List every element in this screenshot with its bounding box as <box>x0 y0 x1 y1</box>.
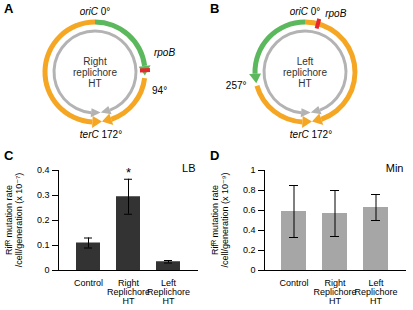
svg-text:0: 0 <box>44 265 49 275</box>
svg-text:0.1: 0.1 <box>37 240 50 250</box>
svg-text:257°: 257° <box>226 80 247 91</box>
svg-text:0.8: 0.8 <box>243 185 256 195</box>
svg-text:0.6: 0.6 <box>243 205 256 215</box>
svg-text:RightreplichoreHT: RightreplichoreHT <box>73 56 117 89</box>
svg-text:LB: LB <box>182 162 195 174</box>
svg-text:0.4: 0.4 <box>243 225 256 235</box>
svg-text:oriC 0°: oriC 0° <box>80 6 111 17</box>
svg-text:B: B <box>210 1 219 16</box>
html-text:Rifᴿ mutation rate /cell/gener: Rifᴿ mutation rate /cell/generation (x 1… <box>210 172 230 268</box>
svg-text:oriC 0°: oriC 0° <box>290 6 321 17</box>
svg-text:0.4: 0.4 <box>37 165 50 175</box>
svg-text:0: 0 <box>250 265 255 275</box>
svg-text:0.2: 0.2 <box>243 245 256 255</box>
svg-text:LeftReplichoreHT: LeftReplichoreHT <box>354 278 397 306</box>
svg-text:terC 172°: terC 172° <box>80 129 122 140</box>
svg-text:94°: 94° <box>152 85 167 96</box>
html-text:C: C <box>4 148 14 163</box>
svg-text:0.2: 0.2 <box>37 215 50 225</box>
svg-text:Control: Control <box>279 278 308 288</box>
svg-text:RightReplichoreHT: RightReplichoreHT <box>107 278 150 306</box>
svg-text:1: 1 <box>250 165 255 175</box>
svg-text:0.3: 0.3 <box>37 190 50 200</box>
svg-text:RightReplichoreHT: RightReplichoreHT <box>313 278 356 306</box>
svg-text:Min: Min <box>386 162 404 174</box>
html-text:Rifᴿ mutation rate /cell/gener: Rifᴿ mutation rate /cell/generation (x 1… <box>4 172 24 268</box>
svg-text:LeftreplichoreHT: LeftreplichoreHT <box>283 56 327 89</box>
svg-text:Control: Control <box>74 278 103 288</box>
svg-text:rpoB: rpoB <box>325 8 346 19</box>
svg-text:*: * <box>126 165 131 180</box>
svg-text:A: A <box>4 1 14 16</box>
svg-text:terC 172°: terC 172° <box>290 129 332 140</box>
svg-text:LeftReplichoreHT: LeftReplichoreHT <box>147 278 190 306</box>
svg-text:rpoB: rpoB <box>154 47 175 58</box>
html-text:D: D <box>210 148 220 163</box>
